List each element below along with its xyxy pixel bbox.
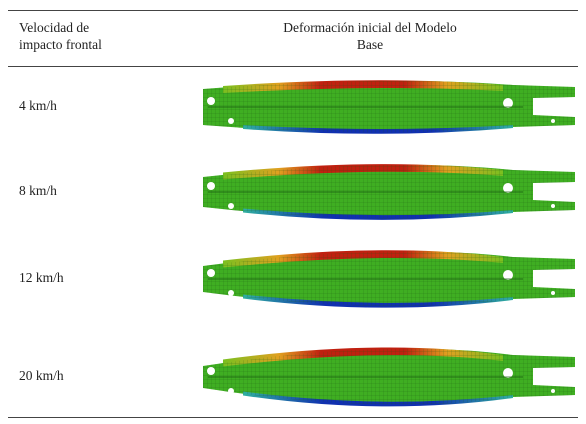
header-line: Base bbox=[356, 37, 384, 52]
beam-image bbox=[203, 164, 575, 220]
beam-image bbox=[203, 250, 575, 308]
bottom-rule bbox=[8, 417, 578, 418]
header-line: Deformación inicial del Modelo bbox=[283, 20, 457, 35]
beam-hole bbox=[503, 183, 513, 193]
header-cell: Velocidad de impacto frontal bbox=[19, 19, 102, 53]
row-label: 20 km/h bbox=[19, 368, 64, 383]
header-line: impacto frontal bbox=[19, 37, 102, 52]
row-label: 12 km/h bbox=[19, 270, 64, 285]
beam-image bbox=[203, 80, 575, 134]
header-line: Velocidad de bbox=[19, 20, 90, 35]
beam-image bbox=[203, 347, 575, 407]
top-rule bbox=[8, 10, 578, 11]
beam-hole bbox=[228, 203, 234, 209]
beam-hole bbox=[551, 389, 555, 393]
beam-hole bbox=[551, 204, 555, 208]
header-rule bbox=[8, 66, 578, 67]
beam-hole bbox=[207, 269, 215, 277]
beam-hole bbox=[551, 291, 555, 295]
beam-hole bbox=[228, 290, 234, 296]
beam-hole bbox=[503, 98, 513, 108]
beam-hole bbox=[207, 97, 215, 105]
beam-hole bbox=[207, 182, 215, 190]
beam-hole bbox=[551, 119, 555, 123]
beam-hole bbox=[503, 368, 513, 378]
header-cell: Deformación inicial del Modelo Base bbox=[230, 19, 510, 53]
beam-hole bbox=[228, 118, 234, 124]
beam-hole bbox=[228, 388, 234, 394]
row-label: 8 km/h bbox=[19, 183, 57, 198]
row-label: 4 km/h bbox=[19, 98, 57, 113]
beam-hole bbox=[207, 367, 215, 375]
beam-hole bbox=[503, 270, 513, 280]
